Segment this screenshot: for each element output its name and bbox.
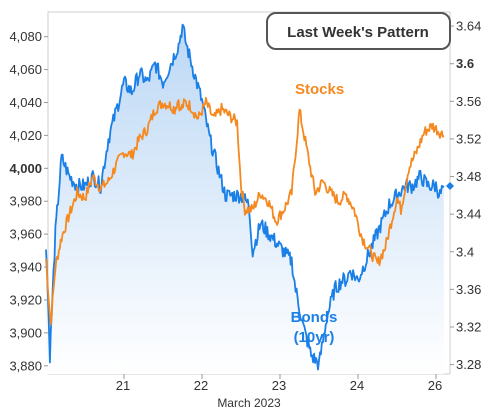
right-tick-label: 3.48 (456, 169, 481, 184)
stocks-line (45, 96, 445, 326)
left-tick-label: 4,020 (9, 128, 42, 143)
bonds-line (45, 23, 445, 371)
left-tick-label: 4,000 (9, 161, 42, 176)
bonds-last-value-marker (446, 181, 454, 190)
left-tick-label: 3,980 (9, 194, 42, 209)
left-tick-label: 3,960 (9, 227, 42, 242)
title-box: Last Week's Pattern (266, 12, 451, 50)
bonds-label-line-2: (10yr) (294, 329, 335, 346)
right-tick-label: 3.4 (456, 244, 474, 259)
right-tick-label: 3.28 (456, 357, 481, 372)
left-tick-label: 3,880 (9, 358, 42, 373)
left-tick-label: 4,040 (9, 95, 42, 110)
x-axis: 21 22 23 24 26 (116, 374, 442, 393)
x-axis-label: March 2023 (217, 396, 281, 410)
right-tick-label: 3.6 (456, 56, 474, 71)
x-tick-label: 21 (116, 378, 130, 393)
right-tick-label: 3.32 (456, 319, 481, 334)
x-tick-label: 26 (428, 378, 442, 393)
x-tick-label: 23 (272, 378, 286, 393)
chart-title: Last Week's Pattern (287, 24, 429, 41)
right-axis: 3.64 3.6 3.56 3.52 3.48 3.44 3.4 3.36 3.32 3.28 (450, 19, 481, 372)
right-tick-label: 3.64 (456, 19, 481, 34)
x-tick-label: 24 (350, 378, 364, 393)
right-tick-label: 3.52 (456, 131, 481, 146)
left-tick-label: 4,080 (9, 29, 42, 44)
bonds-series-label: Bonds (10yr) (291, 309, 338, 346)
right-tick-label: 3.56 (456, 94, 481, 109)
right-tick-label: 3.44 (456, 207, 481, 222)
left-axis: 4,080 4,060 4,040 4,020 4,000 3,980 3,960 3,940… (9, 29, 48, 373)
left-tick-label: 4,060 (9, 62, 42, 77)
x-tick-label: 22 (194, 378, 208, 393)
left-tick-label: 3,900 (9, 325, 42, 340)
left-tick-label: 3,940 (9, 260, 42, 275)
series-layer (45, 23, 445, 371)
stocks-series-label: Stocks (295, 81, 344, 98)
bonds-label-line-1: Bonds (291, 309, 338, 326)
left-tick-label: 3,920 (9, 292, 42, 307)
right-tick-label: 3.36 (456, 282, 481, 297)
